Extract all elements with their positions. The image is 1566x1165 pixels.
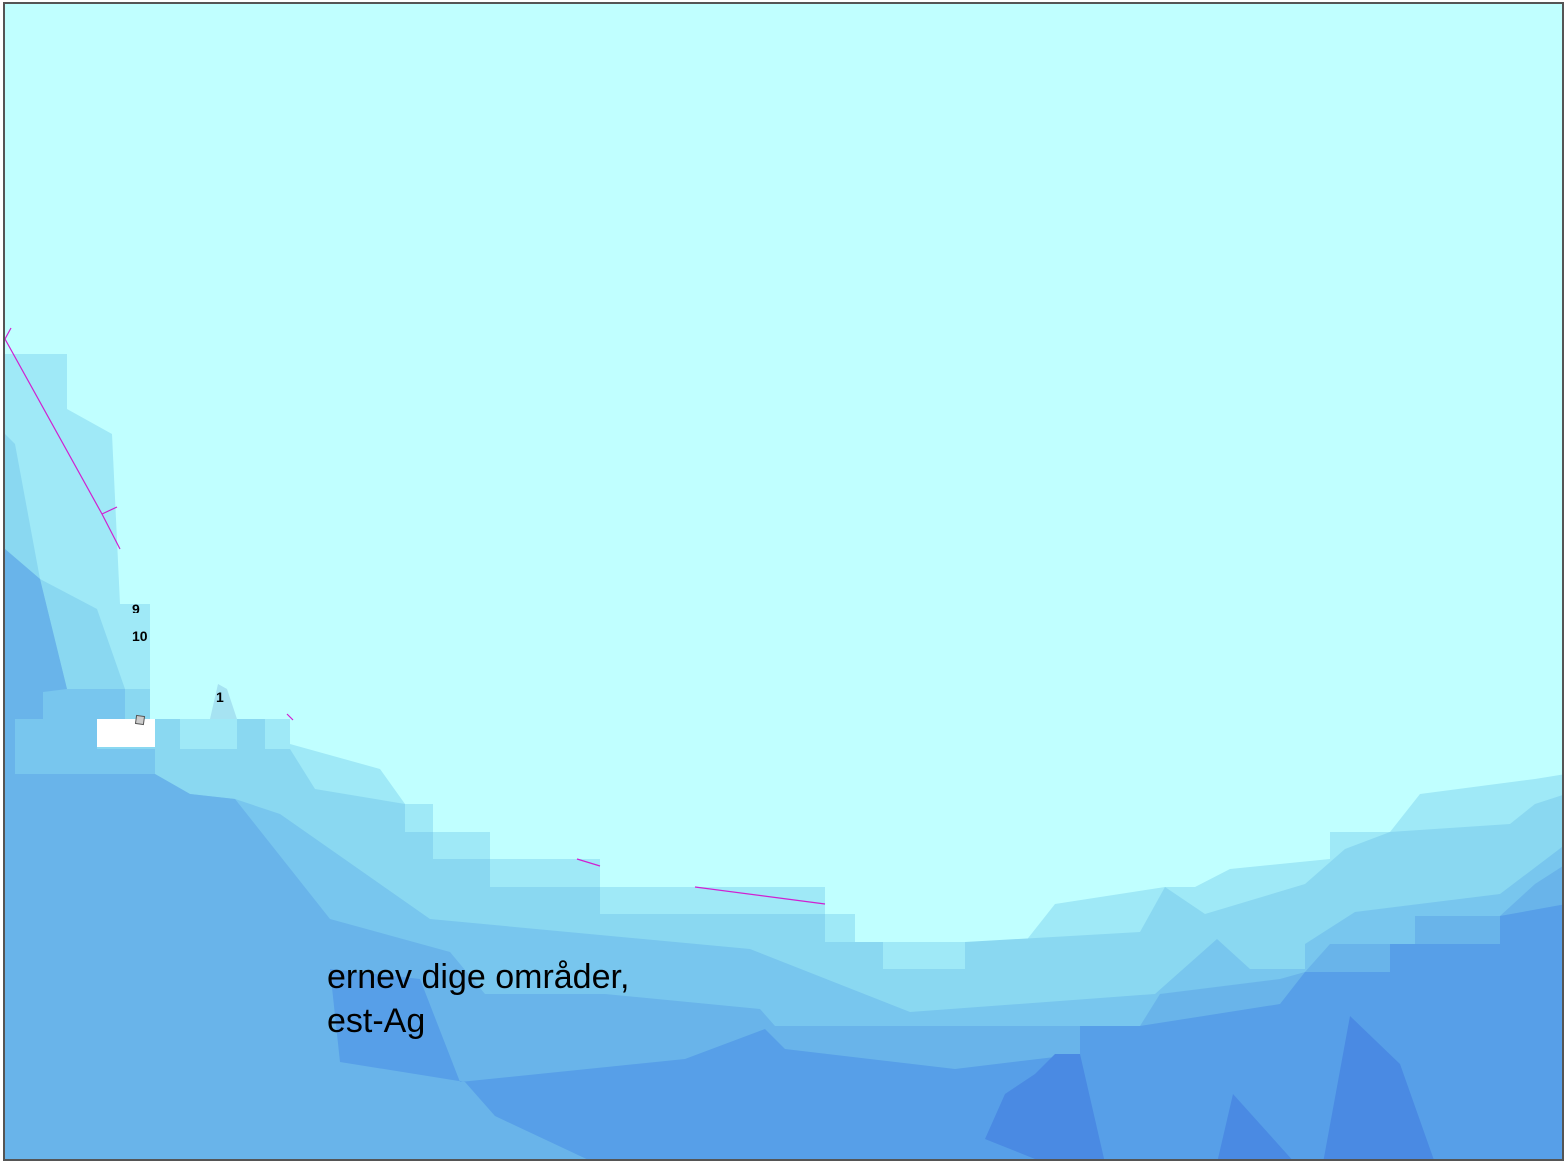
- boundary-line-top: [5, 327, 12, 340]
- boundary-line-east: [286, 713, 294, 721]
- area-label-line2: est-Ag: [327, 1002, 426, 1040]
- depth-zone-5: [330, 904, 1562, 1159]
- depth-zone-6: [985, 1016, 1434, 1159]
- boundary-line-south: [576, 858, 601, 867]
- boundary-line-branch: [101, 506, 118, 515]
- area-label-line1: ernev dige områder,: [327, 958, 630, 996]
- depth-label: 1: [216, 689, 224, 705]
- boundary-line-south-2: [694, 886, 826, 905]
- shallow-patch: [97, 719, 155, 747]
- depth-label: 10: [132, 628, 148, 644]
- depth-label: 9: [132, 601, 140, 613]
- rock-symbol: [210, 684, 237, 719]
- map-canvas[interactable]: 9 10 1 ernev dige områder, est-Ag: [3, 2, 1564, 1161]
- depth-map: [5, 4, 1562, 1159]
- seamark-symbol[interactable]: [134, 714, 146, 726]
